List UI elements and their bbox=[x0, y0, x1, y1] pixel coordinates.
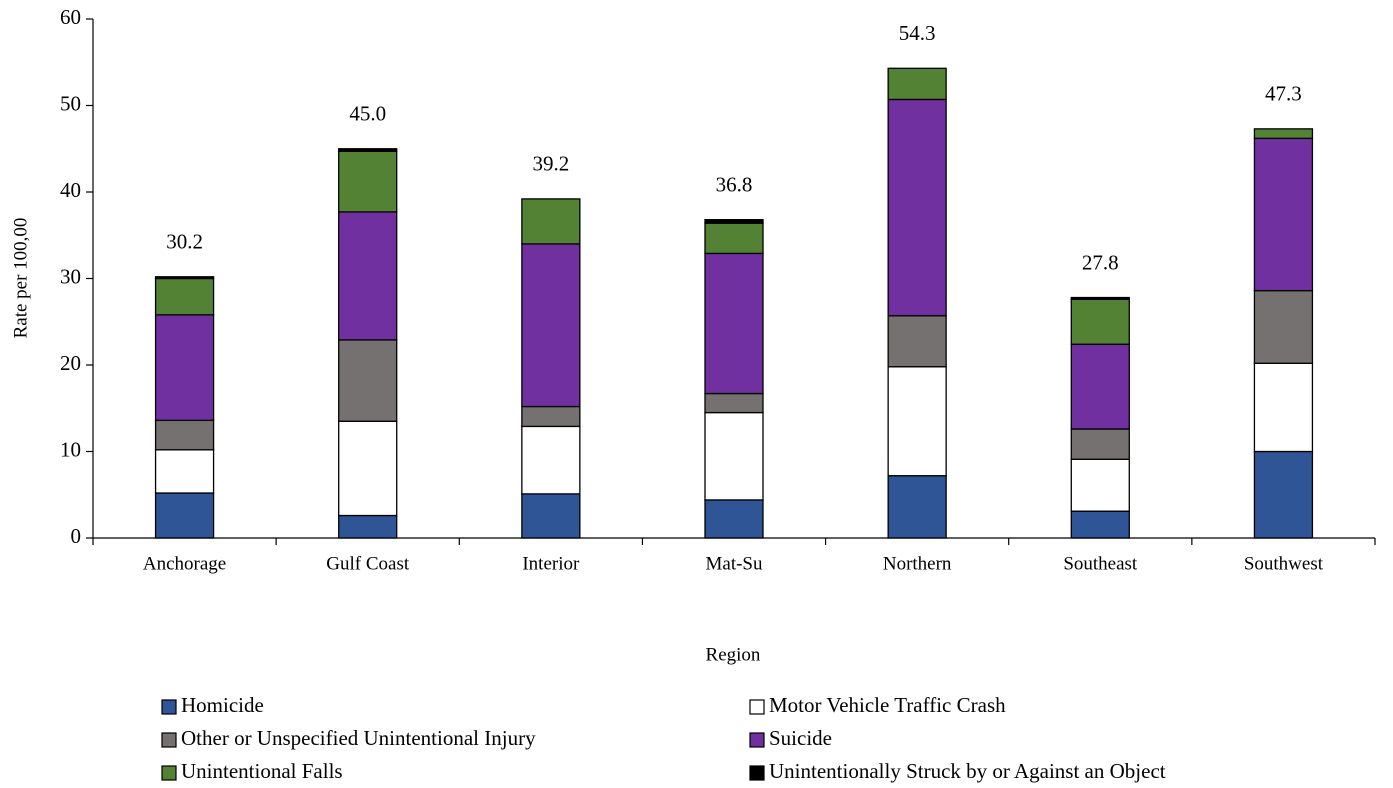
x-tick-label: Southwest bbox=[1244, 553, 1324, 574]
bar-segment bbox=[1070, 298, 1130, 345]
y-tick-label: 30 bbox=[60, 264, 81, 288]
legend-swatch bbox=[749, 699, 765, 715]
bar-segment bbox=[338, 339, 398, 422]
bar-segment bbox=[704, 222, 764, 255]
bar-segment bbox=[338, 211, 398, 341]
bar-segment bbox=[521, 198, 581, 245]
y-tick-label: 40 bbox=[60, 178, 81, 202]
bar-segment bbox=[521, 493, 581, 539]
total-label: 54.3 bbox=[899, 21, 936, 45]
bar-segment bbox=[338, 150, 398, 213]
bar-segment bbox=[1253, 362, 1314, 453]
bar-segment bbox=[338, 148, 398, 152]
legend-swatch bbox=[749, 765, 765, 781]
bar-segment bbox=[1253, 289, 1314, 364]
legend-label: Unintentionally Struck by or Against an … bbox=[769, 759, 1166, 783]
bar-segment bbox=[521, 243, 581, 408]
legend-swatch bbox=[161, 699, 177, 715]
bar-segment bbox=[1253, 450, 1314, 539]
bar-segment bbox=[154, 492, 215, 539]
bar-segment bbox=[1070, 296, 1130, 300]
y-tick-label: 50 bbox=[60, 91, 81, 115]
y-axis-label: Rate per 100,00 bbox=[10, 218, 31, 339]
legend-label: Homicide bbox=[181, 693, 264, 717]
x-tick-label: Northern bbox=[883, 553, 952, 574]
bar-segment bbox=[154, 449, 215, 494]
bar-segment bbox=[704, 411, 764, 501]
bar-segment bbox=[1070, 458, 1130, 512]
bar-segment bbox=[887, 366, 947, 477]
bar-segment bbox=[338, 420, 398, 517]
bar-segment bbox=[521, 425, 581, 495]
legend-label: Motor Vehicle Traffic Crash bbox=[769, 693, 1006, 717]
bar-segment bbox=[704, 392, 764, 414]
bar-segment bbox=[887, 98, 947, 317]
bar-segment bbox=[338, 514, 398, 539]
bar-segment bbox=[1253, 128, 1314, 140]
y-tick-label: 20 bbox=[60, 351, 81, 375]
x-tick-label: Mat-Su bbox=[706, 553, 764, 574]
bar-segment bbox=[887, 67, 947, 101]
total-label: 36.8 bbox=[716, 172, 753, 196]
legend-swatch bbox=[161, 765, 177, 781]
bar-segment bbox=[887, 315, 947, 368]
bar-segment bbox=[1253, 137, 1314, 292]
bar-segment bbox=[887, 475, 947, 539]
x-tick-label: Southeast bbox=[1063, 553, 1138, 574]
bar-segment bbox=[704, 499, 764, 539]
y-tick-label: 60 bbox=[60, 5, 81, 29]
bar-segment bbox=[154, 314, 215, 422]
legend-swatch bbox=[749, 732, 765, 748]
bar-segment bbox=[154, 276, 215, 280]
bar-segment bbox=[154, 419, 215, 451]
bar-segment bbox=[704, 252, 764, 395]
total-label: 27.8 bbox=[1082, 250, 1119, 274]
bar-segment bbox=[1070, 343, 1130, 430]
legend-label: Unintentional Falls bbox=[181, 759, 343, 783]
y-tick-label: 0 bbox=[71, 524, 82, 548]
bar-segment bbox=[1070, 510, 1130, 539]
total-label: 45.0 bbox=[349, 102, 386, 126]
bar-segment bbox=[1070, 428, 1130, 460]
legend-label: Suicide bbox=[769, 726, 832, 750]
total-label: 30.2 bbox=[166, 230, 203, 254]
total-label: 47.3 bbox=[1265, 82, 1302, 106]
x-tick-label: Gulf Coast bbox=[326, 553, 410, 574]
y-tick-label: 10 bbox=[60, 437, 81, 461]
bar-segment bbox=[704, 219, 764, 224]
total-label: 39.2 bbox=[532, 152, 569, 176]
bar-segment bbox=[154, 277, 215, 316]
legend-swatch bbox=[161, 732, 177, 748]
x-tick-label: Anchorage bbox=[143, 553, 226, 574]
x-axis-label: Region bbox=[706, 644, 761, 665]
x-tick-label: Interior bbox=[522, 553, 580, 574]
bar-segment bbox=[521, 405, 581, 428]
legend-label: Other or Unspecified Unintentional Injur… bbox=[181, 726, 536, 750]
